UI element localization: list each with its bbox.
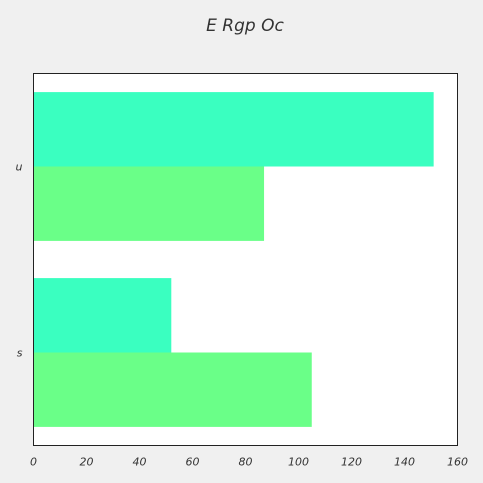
chart-title: E Rgp Oc bbox=[206, 16, 284, 36]
x-tick-label: 160 bbox=[447, 456, 468, 469]
plot-frame bbox=[33, 73, 458, 446]
y-tick-label: u bbox=[16, 161, 23, 174]
x-tick-label: 80 bbox=[239, 456, 253, 469]
y-axis: us bbox=[16, 161, 23, 360]
y-tick-label: s bbox=[17, 347, 23, 360]
x-tick-label: 120 bbox=[341, 456, 362, 469]
bars-group bbox=[33, 92, 434, 427]
x-tick-label: 20 bbox=[80, 456, 94, 469]
x-tick-label: 40 bbox=[133, 456, 147, 469]
x-tick-label: 140 bbox=[394, 456, 415, 469]
x-axis: 0 20 40 60 80 100 120 140 160 bbox=[30, 456, 468, 469]
bar-s-series-2 bbox=[33, 352, 312, 427]
bar-s-series-1 bbox=[33, 278, 172, 353]
x-tick-label: 0 bbox=[30, 456, 37, 469]
bar-u-series-2 bbox=[33, 166, 265, 241]
x-tick-label: 60 bbox=[186, 456, 200, 469]
x-tick-label: 100 bbox=[288, 456, 309, 469]
bar-u-series-1 bbox=[33, 92, 434, 167]
